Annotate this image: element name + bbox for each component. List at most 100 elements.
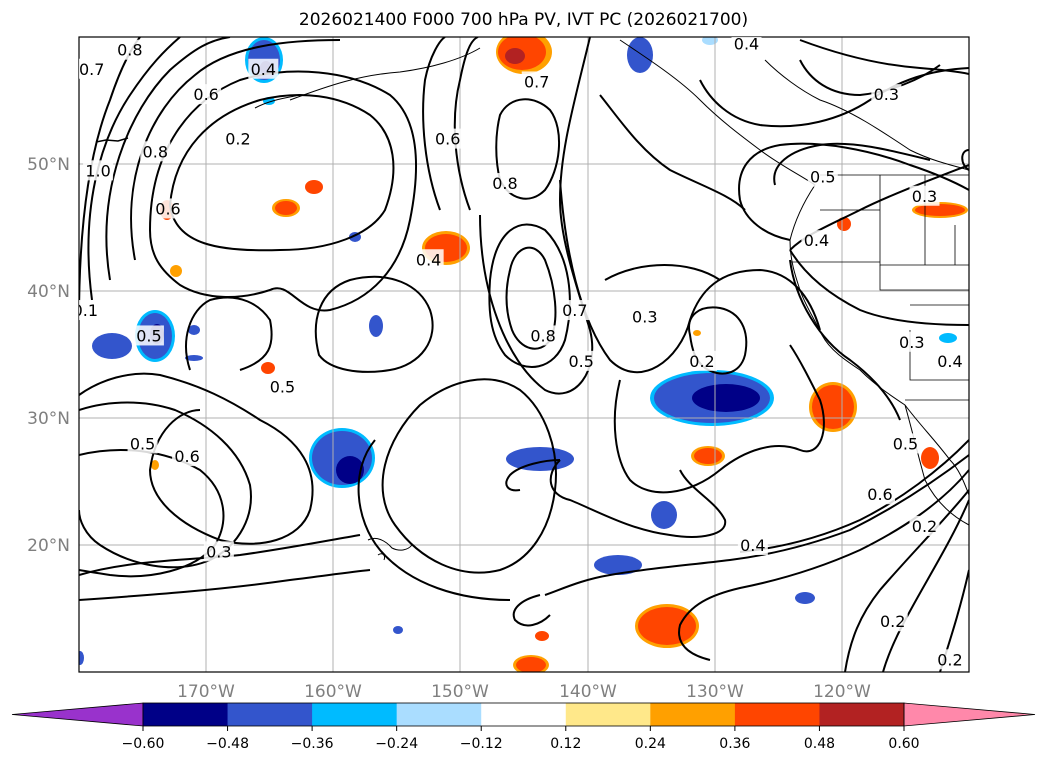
colorbar-tick-label: 0.12 [550, 736, 581, 752]
lat-label-50n: 50°N [27, 155, 70, 175]
colorbar-bin [819, 703, 905, 726]
contour-label-bg [737, 535, 768, 555]
colorbar-over-arrow [903, 702, 1036, 727]
map-frame [78, 36, 970, 673]
contour-label-bg [559, 300, 590, 321]
coastlines [95, 39, 969, 561]
contour-label: 0.8 [492, 174, 517, 193]
contour-label-bg [521, 71, 552, 92]
contour-label-bg [934, 649, 965, 670]
contour-label: 0.8 [530, 326, 555, 345]
contour-label: 0.6 [867, 485, 892, 504]
contour-label: 0.2 [225, 130, 250, 149]
contour-label: 0.6 [174, 447, 199, 466]
lat-label-20n: 20°N [27, 536, 70, 556]
colorbar-bin [227, 703, 313, 726]
contour-label: 0.5 [270, 377, 295, 396]
contour-label: 0.2 [912, 517, 937, 536]
contour-label: 0.1 [73, 301, 98, 320]
lon-label-140w: 140°W [559, 682, 617, 702]
contour-label: 0.5 [136, 326, 161, 345]
contour-label-bg [140, 141, 171, 162]
contour-label: 0.3 [899, 333, 924, 352]
contour-label-bg [566, 350, 597, 371]
contour-label-bg [432, 128, 463, 149]
colorbar-frame [142, 702, 905, 727]
colorbar-tick-label: −0.12 [460, 736, 503, 752]
contour-label: 0.6 [193, 85, 218, 104]
contour-label-bg [133, 325, 164, 346]
contour-label-bg [934, 350, 965, 371]
contour-label: 0.4 [416, 250, 441, 269]
contour-label-bg [871, 84, 902, 105]
contour-label: 0.4 [251, 60, 276, 79]
colorbar-tick-label: −0.60 [122, 736, 165, 752]
negative-anomaly-patches [79, 37, 957, 665]
contour-label-bg [807, 166, 838, 187]
contour-label-group: 0.8 0.7 0.6 0.4 0.2 0.8 1.0 0.6 0.5 0.1 0.6 0.8 0.7 0… [73, 37, 965, 670]
contour-label: 0.7 [524, 72, 549, 91]
contour-label-bg [896, 331, 927, 352]
colorbar-bin [734, 703, 820, 726]
contour-label-bg [203, 541, 234, 562]
contour-label-bg [153, 198, 183, 219]
lon-label-130w: 130°W [686, 682, 744, 702]
contour-label-bg [222, 128, 253, 149]
contour-label-bg [877, 611, 908, 632]
lon-label-160w: 160°W [304, 682, 362, 702]
contour-label: 0.2 [689, 352, 714, 371]
contour-label: 0.3 [632, 307, 657, 326]
contour-label-bg [79, 300, 101, 321]
longitude-labels: 170°W 160°W 150°W 140°W 130°W 120°W [177, 682, 871, 702]
contour-label: 0.8 [143, 142, 168, 161]
contour-label: 0.5 [130, 434, 155, 453]
colorbar-tick-label: −0.24 [375, 736, 418, 752]
colorbar-bin [650, 703, 736, 726]
contour-label: 0.6 [155, 199, 180, 218]
lon-label-150w: 150°W [431, 682, 489, 702]
contour-label: 0.7 [562, 301, 587, 320]
contour-label-bg [191, 84, 222, 105]
map-title: 2026021400 F000 700 hPa PV, IVT PC (2026… [298, 10, 749, 30]
contour-label-bg [172, 446, 203, 467]
contour-label-bg [909, 185, 940, 206]
colorbar-bin [143, 703, 229, 726]
contour-label-bg [114, 39, 145, 60]
contour-label: 0.6 [435, 130, 460, 149]
contour-label: 0.3 [206, 542, 231, 561]
colorbar-tick-label: 0.48 [804, 736, 835, 752]
lon-label-120w: 120°W [813, 682, 871, 702]
contour-label-bg [83, 160, 114, 181]
lon-label-170w: 170°W [177, 682, 235, 702]
pv-contours [79, 37, 969, 672]
colorbar-bin [565, 703, 651, 726]
contour-label: 0.3 [874, 85, 899, 104]
colorbar-under-arrow [11, 702, 144, 727]
contour-label-bg [489, 173, 520, 194]
contour-label: 0.5 [568, 352, 593, 371]
contour-label: 0.2 [937, 650, 962, 669]
colorbar-tick-label: 0.24 [635, 736, 666, 752]
colorbar-bin [481, 703, 567, 726]
colorbar-tick-label: 0.60 [888, 736, 919, 752]
contour-label-bg [127, 433, 158, 454]
contour-label: 0.4 [740, 536, 765, 555]
contour-label-bg [909, 515, 940, 536]
contour-label: 0.2 [880, 612, 905, 631]
latitude-labels: 50°N 40°N 30°N 20°N [27, 155, 70, 556]
contour-label-bg [79, 58, 107, 79]
contour-label: 0.4 [937, 352, 962, 371]
colorbar-bin [312, 703, 398, 726]
colorbar-tick-label: 0.36 [719, 736, 750, 752]
colorbar-bin [396, 703, 482, 726]
contour-label-bg [413, 249, 444, 270]
colorbar: −0.60 −0.48 −0.36 −0.24 −0.12 0.12 0.24 0.36 0.4… [11, 702, 1036, 752]
colorbar-tick-label: −0.36 [291, 736, 334, 752]
contour-label: 0.8 [117, 41, 142, 60]
contour-label: 0.5 [810, 168, 835, 187]
colorbar-tick-label: −0.48 [206, 736, 249, 752]
contour-label-bg [248, 58, 279, 79]
contour-label: 0.7 [79, 60, 104, 79]
lat-label-30n: 30°N [27, 409, 70, 429]
